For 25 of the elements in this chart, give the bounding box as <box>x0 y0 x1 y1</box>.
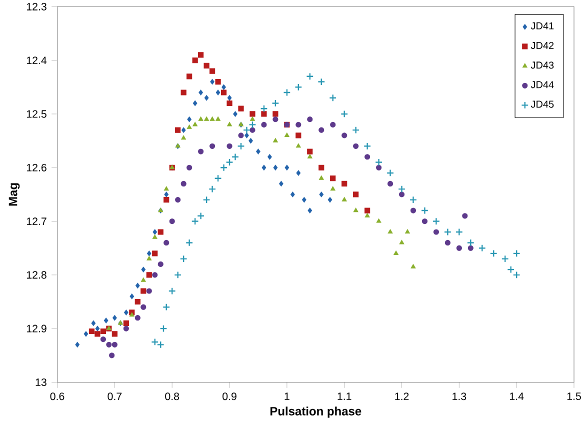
x-tick-label: 0.6 <box>50 392 64 400</box>
x-axis-title: Pulsation phase <box>270 406 362 418</box>
legend-label: JD45 <box>530 100 554 108</box>
x-tick-label: 0.8 <box>165 392 180 400</box>
legend-label: JD43 <box>530 62 554 69</box>
x-tick-label: 0.7 <box>108 392 122 400</box>
x-tick-label: 1.1 <box>338 392 352 400</box>
x-tick-label: 1.4 <box>510 392 524 400</box>
y-tick-label: 12.6 <box>26 164 46 172</box>
y-axis-title: Mag <box>8 183 20 206</box>
y-tick-label: 12.7 <box>26 217 46 225</box>
y-tick-label: 12.9 <box>26 324 46 332</box>
x-tick-label: 1.2 <box>395 392 409 400</box>
y-tick-label: 12.8 <box>26 271 46 279</box>
x-tick-label: 1.3 <box>452 392 466 400</box>
legend-label: JD42 <box>530 42 554 49</box>
x-tick-label: 0.9 <box>222 392 236 400</box>
y-tick-label: 13 <box>36 378 46 386</box>
x-tick-label: 1 <box>284 392 290 400</box>
y-tick-label: 12.3 <box>26 2 46 10</box>
legend-label: JD44 <box>530 81 554 88</box>
x-tick-label: 1.5 <box>567 392 581 400</box>
legend-label: JD41 <box>530 22 554 30</box>
y-tick-label: 12.4 <box>26 56 47 64</box>
y-tick-label: 12.5 <box>26 110 46 118</box>
